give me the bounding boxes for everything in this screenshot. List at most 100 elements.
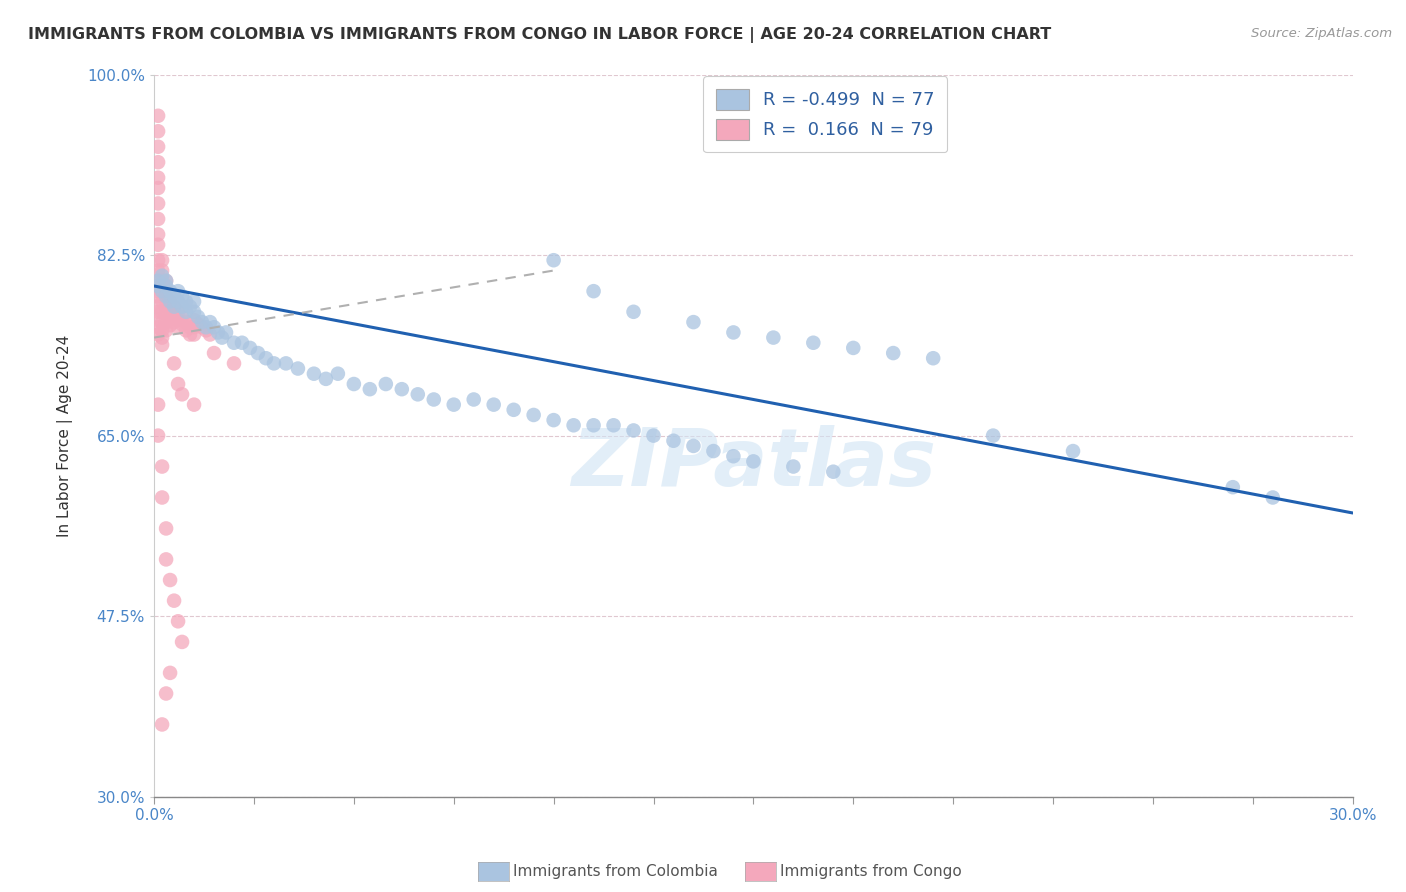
Point <box>159 294 181 309</box>
Point <box>150 338 173 352</box>
Point <box>239 341 262 355</box>
Point <box>150 305 173 319</box>
Point <box>167 377 190 392</box>
Point <box>202 320 225 334</box>
Point <box>702 444 724 458</box>
Point <box>146 274 169 288</box>
Point <box>1261 491 1284 505</box>
Point <box>163 300 186 314</box>
Point <box>159 284 181 298</box>
Point <box>263 356 285 370</box>
Point <box>174 323 197 337</box>
Point <box>146 313 169 327</box>
Point <box>922 351 945 366</box>
Point <box>207 326 229 340</box>
Point <box>150 284 173 298</box>
Text: Immigrants from Congo: Immigrants from Congo <box>780 864 962 879</box>
Point <box>302 367 325 381</box>
Point <box>155 274 177 288</box>
Point <box>163 315 186 329</box>
Point <box>174 315 197 329</box>
Text: Immigrants from Colombia: Immigrants from Colombia <box>513 864 718 879</box>
Point <box>174 294 197 309</box>
Point <box>602 418 624 433</box>
Point <box>163 289 186 303</box>
Point <box>801 335 824 350</box>
Point <box>183 294 205 309</box>
Point <box>222 356 245 370</box>
Point <box>167 615 190 629</box>
Point <box>359 382 381 396</box>
Point <box>1222 480 1244 494</box>
Point <box>254 351 277 366</box>
Point <box>246 346 269 360</box>
Point <box>150 284 173 298</box>
Point <box>183 305 205 319</box>
Point <box>562 418 585 433</box>
Point <box>374 377 396 392</box>
Point <box>543 413 565 427</box>
Point <box>187 310 209 324</box>
Point <box>159 302 181 317</box>
Point <box>406 387 429 401</box>
Point <box>155 552 177 566</box>
Point <box>159 665 181 680</box>
Point <box>482 398 505 412</box>
Point <box>167 284 190 298</box>
Point <box>823 465 845 479</box>
Point <box>391 382 413 396</box>
Point <box>443 398 465 412</box>
Legend: R = -0.499  N = 77, R =  0.166  N = 79: R = -0.499 N = 77, R = 0.166 N = 79 <box>703 77 948 153</box>
Point <box>582 418 605 433</box>
Point <box>163 356 186 370</box>
Point <box>179 300 201 314</box>
Point <box>170 635 193 649</box>
Point <box>159 318 181 333</box>
Point <box>623 424 645 438</box>
Point <box>155 300 177 314</box>
Point <box>183 313 205 327</box>
Point <box>762 330 785 344</box>
Point <box>981 428 1004 442</box>
Point <box>179 327 201 342</box>
Point <box>662 434 685 448</box>
Point <box>167 305 190 319</box>
Point <box>423 392 446 407</box>
Point <box>582 284 605 298</box>
Point <box>183 398 205 412</box>
Point <box>326 367 349 381</box>
Point <box>170 317 193 331</box>
Point <box>723 449 745 463</box>
Point <box>782 459 804 474</box>
Point <box>146 263 169 277</box>
Point <box>167 294 190 309</box>
Point <box>150 459 173 474</box>
Point <box>155 289 177 303</box>
Point <box>155 323 177 337</box>
Point <box>167 313 190 327</box>
Point <box>146 140 169 154</box>
Point <box>150 263 173 277</box>
Point <box>150 294 173 309</box>
Point <box>146 327 169 342</box>
Point <box>187 317 209 331</box>
Y-axis label: In Labor Force | Age 20-24: In Labor Force | Age 20-24 <box>58 334 73 537</box>
Point <box>146 300 169 314</box>
Point <box>150 268 173 283</box>
Point <box>198 327 221 342</box>
Point <box>146 279 169 293</box>
Point <box>155 307 177 321</box>
Point <box>195 320 218 334</box>
Point <box>170 310 193 324</box>
Point <box>198 315 221 329</box>
Point <box>150 491 173 505</box>
Point <box>150 323 173 337</box>
Point <box>146 289 169 303</box>
Point <box>170 289 193 303</box>
Point <box>146 181 169 195</box>
Point <box>183 327 205 342</box>
Point <box>682 315 704 329</box>
Point <box>523 408 546 422</box>
Point <box>163 593 186 607</box>
Point <box>146 237 169 252</box>
